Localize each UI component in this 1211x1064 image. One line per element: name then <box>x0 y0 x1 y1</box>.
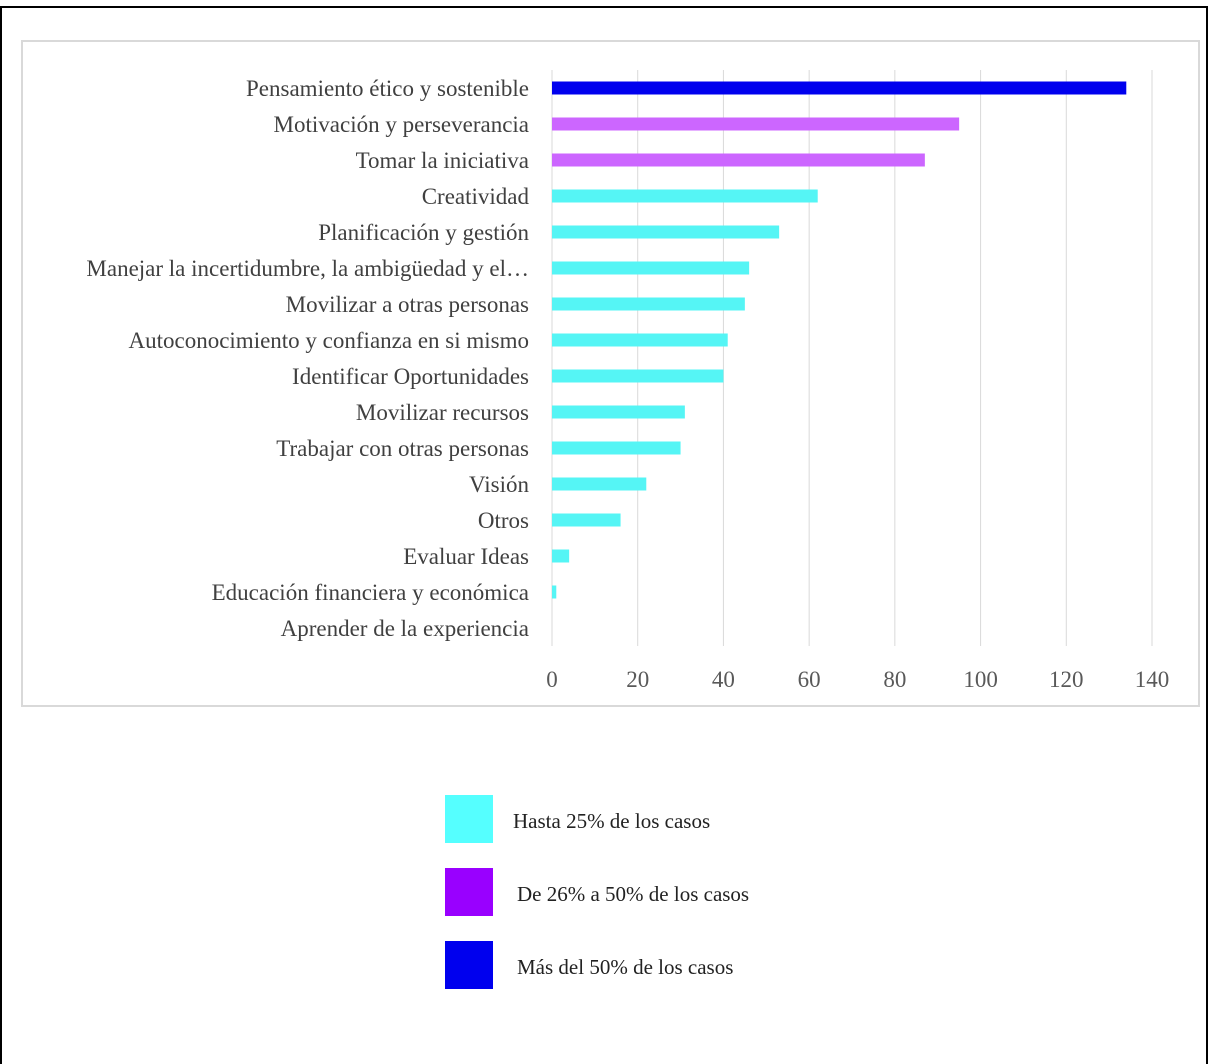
bar <box>552 225 780 239</box>
tick-labels: 0 20 40 60 80 100 120 140 <box>546 667 1169 692</box>
category-label: Identificar Oportunidades <box>292 364 529 389</box>
x-tick-label: 100 <box>963 667 998 692</box>
legend-swatch-high <box>445 941 493 989</box>
bar <box>552 297 745 311</box>
category-label: Tomar la iniciativa <box>356 148 529 173</box>
legend-item-high: Más del 50% de los casos <box>445 941 865 989</box>
category-label: Pensamiento ético y sostenible <box>246 76 529 101</box>
category-label: Autoconocimiento y confianza en si mismo <box>129 328 530 353</box>
bar <box>552 153 925 167</box>
bar <box>552 405 685 419</box>
bar <box>552 333 728 347</box>
category-label: Aprender de la experiencia <box>281 616 529 641</box>
bar <box>552 513 621 527</box>
bar <box>552 81 1127 95</box>
legend-item-mid: De 26% a 50% de los casos <box>445 868 865 916</box>
x-tick-label: 80 <box>883 667 906 692</box>
legend-item-low: Hasta 25% de los casos <box>445 795 865 843</box>
category-label: Movilizar a otras personas <box>286 292 529 317</box>
category-label: Educación financiera y económica <box>212 580 529 605</box>
category-label: Movilizar recursos <box>356 400 529 425</box>
bar-chart: Pensamiento ético y sostenible Motivación… <box>86 70 1169 692</box>
category-label: Planificación y gestión <box>318 220 529 245</box>
bar <box>552 189 818 203</box>
x-tick-label: 140 <box>1135 667 1170 692</box>
bar <box>552 261 750 275</box>
bar <box>552 369 724 383</box>
category-labels: Pensamiento ético y sostenible Motivación… <box>86 76 529 641</box>
x-tick-label: 60 <box>798 667 821 692</box>
category-label: Motivación y perseverancia <box>274 112 529 137</box>
page-frame <box>0 6 1208 1064</box>
bar <box>552 477 647 491</box>
category-label: Visión <box>469 472 529 497</box>
chart-area: Pensamiento ético y sostenible Motivación… <box>21 40 1200 707</box>
category-label: Evaluar Ideas <box>403 544 529 569</box>
category-label: Creatividad <box>422 184 530 209</box>
legend-swatch-low <box>445 795 493 843</box>
legend-label-high: Más del 50% de los casos <box>517 955 734 979</box>
category-label: Manejar la incertidumbre, la ambigüedad … <box>86 256 529 281</box>
category-label: Trabajar con otras personas <box>276 436 529 461</box>
category-label: Otros <box>478 508 529 533</box>
x-tick-label: 0 <box>546 667 558 692</box>
x-tick-label: 20 <box>626 667 649 692</box>
bar <box>552 585 557 599</box>
legend-label-low: Hasta 25% de los casos <box>513 809 711 833</box>
x-tick-label: 120 <box>1049 667 1084 692</box>
legend-label-mid: De 26% a 50% de los casos <box>517 882 750 906</box>
bar <box>552 441 681 455</box>
x-tick-label: 40 <box>712 667 735 692</box>
bar <box>552 549 570 563</box>
legend-swatch-mid <box>445 868 493 916</box>
bars <box>552 81 1127 599</box>
bar <box>552 117 960 131</box>
